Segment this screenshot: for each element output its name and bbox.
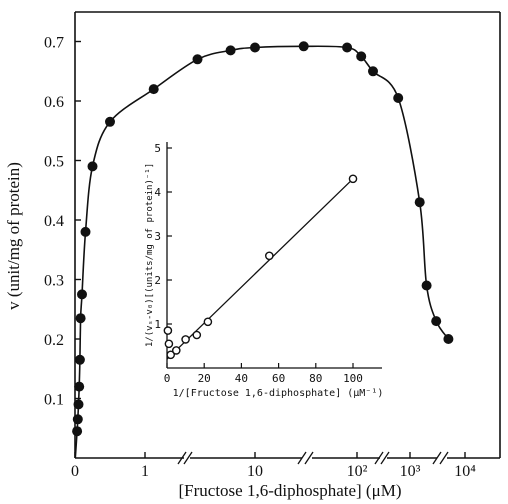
main-data-point — [250, 42, 260, 53]
main-data-point — [414, 197, 425, 208]
main-data-point — [80, 226, 91, 237]
inset-data-point — [163, 326, 173, 335]
main-axes — [74, 11, 501, 459]
main-data-point — [393, 93, 404, 103]
main-data-point — [75, 313, 86, 324]
main-data-point — [192, 54, 203, 65]
main-y-tick-label: 0.4 — [44, 213, 64, 230]
main-data-point — [72, 414, 83, 425]
main-y-tick-label: 0.6 — [44, 94, 64, 111]
inset-data-point — [166, 350, 175, 360]
main-data-point — [87, 161, 98, 172]
inset-y-tick-label: 3 — [154, 230, 161, 243]
main-y-tick-label: 0.7 — [44, 35, 64, 52]
inset-x-tick-label: 80 — [309, 372, 322, 385]
inset-data-point — [181, 335, 190, 344]
main-data-points — [72, 41, 454, 437]
main-data-point — [431, 316, 442, 327]
main-x-ticks: 0 1 10 10² 10³ 10⁴ — [71, 452, 476, 480]
inset-x-tick-label: 20 — [198, 372, 211, 385]
main-y-axis-label: v (unit/mg of protein) — [4, 162, 23, 310]
inset-y-tick-label: 2 — [154, 274, 161, 287]
inset-data-point — [203, 317, 213, 327]
main-y-tick-label: 0.2 — [44, 332, 64, 349]
main-x-tick-label: 1 — [141, 463, 149, 480]
axis-break-marks — [177, 451, 449, 465]
inset-fitted-line — [166, 178, 354, 360]
inset-y-tick-label: 4 — [154, 186, 161, 199]
main-data-point — [105, 116, 115, 127]
inset-data-point — [192, 330, 202, 340]
main-data-point — [74, 354, 85, 365]
main-data-point — [356, 51, 367, 62]
main-data-point — [298, 41, 309, 52]
inset-data-point — [171, 346, 181, 355]
main-y-ticks: 0.1 0.2 0.3 0.4 0.5 0.6 0.7 — [44, 35, 81, 409]
main-y-tick-label: 0.3 — [44, 273, 64, 290]
main-data-point — [225, 45, 236, 56]
main-data-point — [342, 42, 353, 53]
inset-data-points — [163, 174, 358, 360]
inset-data-point — [264, 251, 274, 261]
main-x-tick-label: 10⁴ — [454, 463, 476, 480]
main-x-tick-label: 0 — [71, 463, 79, 480]
inset-chart: 1 2 3 4 5 0 20 40 60 80 100 1/(vₛ-v₀)[(units/mg o… — [145, 142, 383, 399]
inset-x-tick-label: 0 — [164, 372, 171, 385]
inset-data-point — [348, 174, 358, 184]
inset-x-tick-label: 60 — [272, 372, 285, 385]
main-x-tick-label: 10 — [247, 463, 263, 480]
main-y-tick-label: 0.1 — [44, 392, 64, 409]
main-data-point — [73, 399, 84, 410]
inset-y-axis-label: 1/(vₛ-v₀)[(units/mg of protein)⁻¹] — [145, 163, 155, 347]
inset-x-tick-label: 40 — [235, 372, 248, 385]
main-data-point — [77, 289, 87, 300]
inset-y-ticks: 1 2 3 4 5 — [154, 142, 172, 331]
inset-y-tick-label: 1 — [154, 318, 161, 331]
inset-data-point — [164, 339, 174, 349]
inset-y-tick-label: 5 — [154, 142, 161, 155]
main-x-tick-label: 10³ — [400, 463, 421, 480]
main-data-point — [148, 84, 159, 95]
inset-x-tick-label: 100 — [343, 372, 363, 385]
main-x-axis-label: [Fructose 1,6-diphosphate] (μM) — [179, 481, 402, 500]
main-data-point — [421, 280, 432, 291]
main-x-tick-label: 10² — [347, 463, 368, 480]
main-data-point — [74, 381, 85, 392]
main-data-point — [72, 426, 83, 437]
main-data-point — [368, 66, 378, 77]
inset-x-ticks: 0 20 40 60 80 100 — [164, 363, 363, 385]
main-data-point — [443, 334, 454, 344]
inset-x-axis-label: 1/[Fructose 1,6-diphosphate] (μM⁻¹) — [173, 388, 384, 399]
main-y-tick-label: 0.5 — [44, 154, 64, 171]
